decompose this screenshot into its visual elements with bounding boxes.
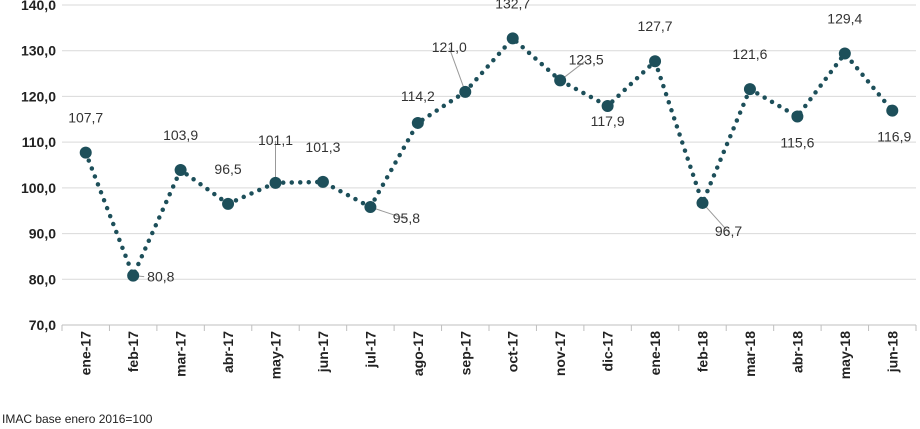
data-label: 107,7 (68, 110, 103, 126)
x-tick-label: may-17 (268, 331, 284, 379)
gridlines (62, 4, 916, 280)
data-points (79, 32, 899, 282)
x-tick-label: mar-18 (742, 331, 758, 377)
y-tick-label: 90,0 (29, 226, 56, 242)
label-leader-line (370, 206, 407, 220)
x-tick-label: ene-18 (647, 331, 663, 376)
x-tick-label: jun-17 (315, 331, 331, 373)
label-leader-line (702, 202, 729, 233)
data-label: 132,7 (495, 0, 530, 11)
x-axis: ene-17 feb-17 mar-17 abr-17 may-17 jun-17 jul-… (61, 324, 917, 379)
footnote: IMAC base enero 2016=100 (2, 412, 153, 426)
data-label: 96,7 (715, 223, 742, 239)
y-tick-label: 130,0 (21, 43, 56, 59)
data-point (79, 146, 92, 159)
y-tick-label: 80,0 (29, 271, 56, 287)
data-labels: 107,7 80,8 103,9 96,5 101,1 101,3 95,8 114,2 121… (68, 0, 911, 285)
data-point (364, 201, 377, 214)
data-point (459, 85, 472, 98)
data-point (649, 55, 662, 68)
x-tick-label: dic-17 (600, 331, 616, 372)
data-point (886, 104, 899, 117)
y-axis: 70,0 80,0 90,0 100,0 110,0 120,0 130,0 140,0 (21, 0, 56, 333)
data-label: 101,3 (305, 139, 340, 155)
data-label: 121,6 (732, 46, 767, 62)
y-tick-label: 140,0 (21, 0, 56, 13)
x-tick-label: may-18 (837, 331, 853, 379)
label-leader-line (448, 47, 466, 93)
y-tick-label: 120,0 (21, 88, 56, 104)
x-tick-label: jul-17 (362, 331, 378, 369)
data-label: 116,9 (877, 129, 911, 145)
data-point (791, 110, 804, 123)
data-label: 95,8 (393, 210, 420, 226)
series-line (83, 36, 895, 278)
x-tick-label: nov-17 (552, 331, 568, 376)
x-tick-label: abr-18 (789, 331, 805, 373)
data-point (554, 74, 567, 87)
x-tick-label: sep-17 (457, 331, 473, 376)
data-point (506, 32, 519, 45)
data-point (174, 164, 187, 177)
x-tick-label: abr-17 (220, 331, 236, 373)
data-point (127, 269, 140, 282)
x-tick-label: ago-17 (410, 331, 426, 376)
x-tick-label: ene-17 (78, 331, 94, 376)
data-label: 123,5 (569, 51, 604, 67)
data-point (269, 176, 282, 189)
x-tick-label: jun-18 (884, 331, 900, 373)
data-point (601, 100, 614, 113)
data-label: 114,2 (401, 88, 435, 104)
y-tick-label: 100,0 (21, 180, 56, 196)
label-leader-lines (133, 47, 729, 278)
data-point (838, 47, 851, 60)
data-label: 103,9 (163, 127, 198, 143)
data-label: 96,5 (214, 161, 241, 177)
data-point (316, 175, 329, 188)
data-label: 129,4 (827, 10, 862, 26)
x-tick-label: oct-17 (505, 331, 521, 372)
data-point (743, 83, 756, 96)
data-label: 127,7 (638, 18, 673, 34)
data-point (696, 196, 709, 209)
x-tick-label: feb-18 (695, 331, 711, 372)
data-label: 117,9 (591, 113, 625, 129)
data-label: 115,6 (780, 135, 814, 151)
data-label: 80,8 (147, 269, 174, 285)
series-line-path (83, 36, 895, 278)
y-tick-label: 70,0 (29, 317, 56, 333)
data-label: 121,0 (432, 39, 467, 55)
data-point (222, 197, 235, 210)
x-tick-label: mar-17 (173, 331, 189, 377)
data-point (411, 116, 424, 129)
y-tick-label: 110,0 (22, 134, 56, 150)
x-tick-label: feb-17 (125, 331, 141, 372)
data-label: 101,1 (258, 132, 293, 148)
